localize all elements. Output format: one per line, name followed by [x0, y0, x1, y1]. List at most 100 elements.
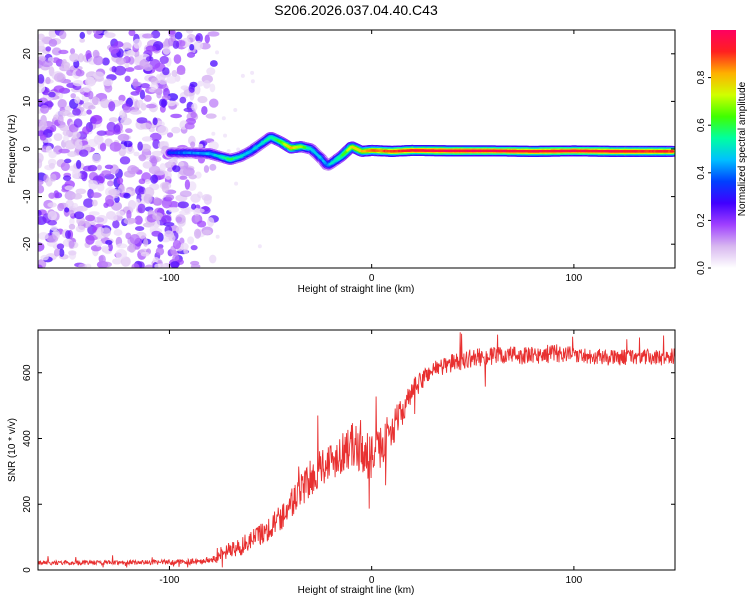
noise-blob: [190, 111, 197, 119]
noise-blob: [82, 126, 90, 135]
noise-blob: [67, 151, 77, 158]
noise-blob: [48, 162, 56, 169]
noise-blob: [68, 240, 75, 249]
colorbar-tick-label: 0.2: [696, 213, 707, 227]
noise-blob: [185, 30, 194, 34]
noise-blob: [75, 159, 82, 169]
noise-blob: [73, 118, 83, 128]
noise-blob: [223, 133, 228, 138]
noise-blob: [204, 34, 210, 44]
x-tick-label: 100: [566, 273, 583, 284]
noise-blob: [116, 210, 125, 217]
noise-blob: [144, 178, 151, 185]
noise-blob: [197, 80, 204, 87]
noise-blob: [188, 174, 197, 180]
noise-blob: [250, 79, 255, 84]
noise-blob: [178, 161, 185, 167]
noise-blob: [38, 40, 45, 49]
noise-blob: [72, 168, 81, 179]
noise-blob: [59, 124, 70, 132]
noise-blob: [87, 164, 98, 172]
noise-blob: [174, 31, 183, 40]
spectrogram-x-axis-label: Height of straight line (km): [298, 284, 415, 295]
noise-blob: [136, 99, 144, 109]
noise-blob: [138, 154, 147, 162]
noise-blob: [47, 219, 57, 226]
noise-blob: [136, 117, 148, 124]
noise-blob: [86, 30, 92, 35]
noise-blob: [68, 209, 75, 217]
noise-blob: [48, 151, 57, 159]
noise-blob: [62, 175, 72, 181]
noise-blob: [135, 86, 141, 94]
noise-blob: [45, 145, 53, 154]
noise-blob: [88, 105, 96, 110]
noise-blob: [128, 243, 136, 253]
noise-blob: [133, 38, 142, 49]
noise-blob: [177, 201, 189, 209]
noise-blob: [85, 76, 96, 87]
noise-blob: [164, 171, 172, 180]
noise-blob: [144, 187, 155, 198]
noise-blob: [149, 132, 162, 142]
colorbar-tick-label: 0.6: [696, 118, 707, 132]
noise-blob: [100, 98, 110, 109]
noise-blob: [53, 72, 66, 83]
snr-frame: [37, 329, 676, 571]
noise-blob: [170, 113, 183, 119]
noise-blob: [190, 141, 196, 148]
noise-blob: [109, 141, 122, 152]
noise-blob: [127, 165, 139, 175]
noise-blob: [91, 114, 103, 125]
noise-blob: [79, 38, 86, 43]
noise-blob: [40, 104, 50, 114]
noise-blob: [65, 230, 71, 239]
noise-blob: [75, 69, 85, 77]
noise-blob: [191, 102, 198, 111]
noise-blob: [133, 151, 140, 157]
noise-blob: [194, 208, 205, 213]
noise-blob: [134, 226, 145, 232]
noise-blob: [99, 142, 107, 152]
noise-blob: [46, 235, 59, 243]
x-tick-label: 0: [369, 575, 375, 586]
noise-blob: [194, 214, 200, 223]
noise-blob: [148, 165, 161, 175]
snr-series-line: [38, 332, 675, 568]
noise-blob: [236, 147, 241, 152]
noise-blob: [85, 234, 95, 245]
noise-blob: [79, 31, 86, 39]
noise-blob: [183, 248, 189, 255]
noise-blob: [193, 40, 204, 51]
noise-blob: [91, 199, 98, 207]
noise-blob: [72, 131, 81, 139]
noise-blob: [167, 159, 178, 166]
noise-blob: [140, 83, 150, 89]
noise-blob: [208, 141, 219, 151]
noise-blob: [93, 134, 104, 145]
noise-blob: [154, 263, 162, 268]
noise-blob: [140, 251, 150, 257]
noise-blob: [93, 71, 105, 80]
noise-blob: [38, 210, 42, 217]
colorbar-ticks: 0.0 0.2 0.4 0.6 0.8: [696, 70, 711, 275]
noise-blob: [111, 258, 123, 265]
noise-blob: [50, 225, 58, 231]
chart-title: S206.2026.037.04.40.C43: [274, 2, 438, 18]
noise-blob: [168, 206, 180, 213]
noise-blob: [226, 149, 231, 154]
snr-panel: -100 0 100 0 200 400 600 Height of straight l…: [7, 329, 676, 596]
noise-blob: [101, 261, 112, 268]
noise-blob: [134, 215, 143, 225]
noise-blob: [171, 126, 181, 134]
noise-blob: [70, 93, 77, 99]
noise-blob: [45, 46, 52, 52]
noise-blob: [142, 33, 154, 39]
noise-blob: [128, 30, 136, 37]
noise-blob: [209, 60, 218, 67]
noise-blob: [101, 170, 112, 176]
noise-blob: [75, 188, 87, 195]
noise-blob: [257, 244, 262, 249]
noise-blob: [120, 117, 132, 126]
